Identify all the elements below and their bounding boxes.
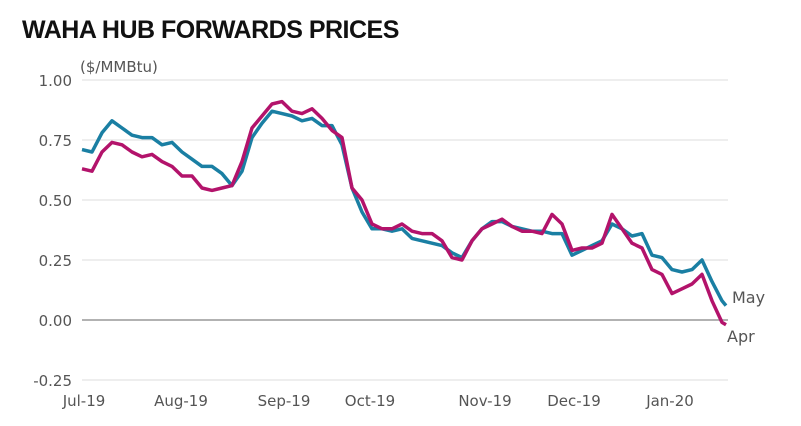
x-tick-label: Jul-19 [62,392,106,410]
y-tick-label: 0.50 [39,192,72,210]
y-tick-label: 0.00 [39,312,72,330]
chart-title: WAHA HUB FORWARDS PRICES [22,16,399,44]
x-tick-label: Oct-19 [345,392,395,410]
x-tick-label: Aug-19 [154,392,208,410]
y-tick-label: 1.00 [39,72,72,90]
x-tick-label: Sep-19 [258,392,311,410]
series-label-apr: Apr [727,327,755,346]
series-label-may: May [732,288,765,307]
series-line-apr [81,99,727,327]
y-axis-label: ($/MMBtu) [80,58,158,76]
x-tick-label: Nov-19 [458,392,511,410]
x-tick-label: Jan-20 [645,392,694,410]
x-tick-label: Dec-19 [547,392,601,410]
y-tick-label: 0.75 [39,132,72,150]
y-tick-label: -0.25 [33,372,72,390]
y-tick-label: 0.25 [39,252,72,270]
